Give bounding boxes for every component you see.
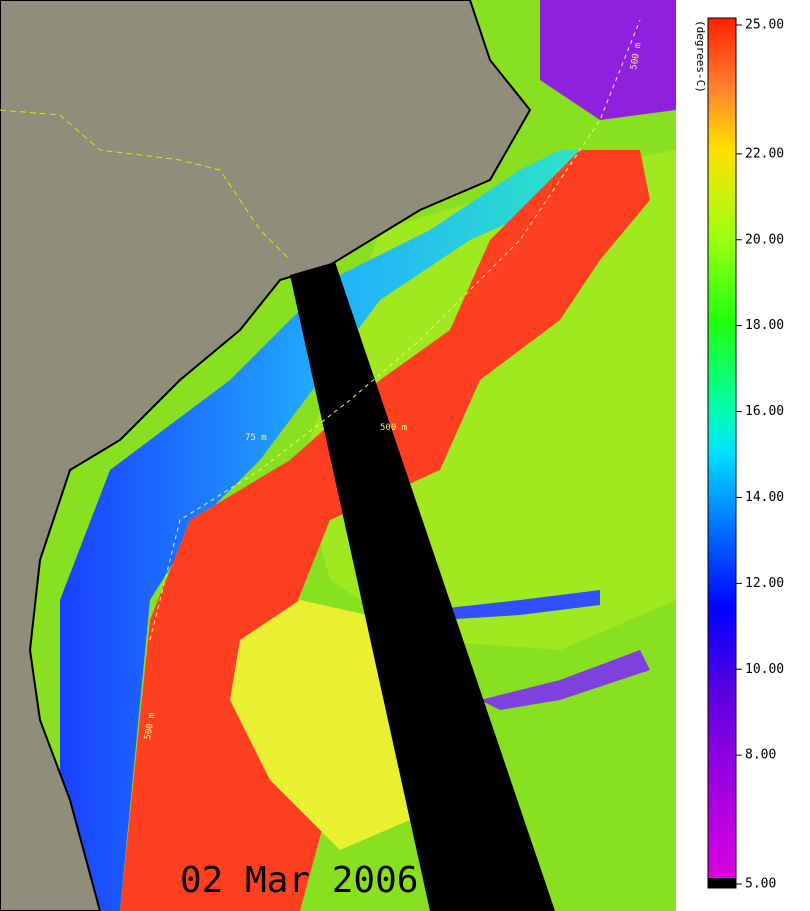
contour-label: 500 m	[380, 423, 407, 433]
colorbar-tick-label: 18.00	[745, 318, 784, 333]
cold-filament	[430, 590, 600, 620]
colorbar-gradient	[707, 17, 737, 889]
cold-filament	[480, 650, 650, 710]
contour-label: 500 m	[629, 42, 644, 70]
colorbar-tick-label: 8.00	[745, 748, 776, 763]
state-border	[0, 109, 291, 261]
colorbar-title: (degrees-C)	[694, 20, 707, 93]
colorbar-below-range	[708, 878, 736, 888]
isobath	[149, 19, 641, 641]
map: 75 m 500 m 500 m 500 m 02 Mar 2006	[0, 0, 676, 911]
colorbar-tick-label: 20.00	[745, 232, 784, 247]
contour-label: 75 m	[245, 433, 267, 443]
date-label: 02 Mar 2006	[180, 860, 418, 901]
colorbar-tick-label: 5.00	[745, 877, 776, 892]
warm-eddy	[230, 600, 420, 850]
colorbar-tick-label: 10.00	[745, 662, 784, 677]
colorbar-tick-label: 22.00	[745, 146, 784, 161]
colorbar-tick-label: 16.00	[745, 404, 784, 419]
no-data-swath	[290, 262, 555, 911]
colorbar-tick-label: 12.00	[745, 576, 784, 591]
cold-shelf-water	[540, 0, 676, 120]
contour-label: 500 m	[143, 712, 158, 740]
colorbar: (degrees-C) 25.00 22.00 20.00 18.00 16.00 14.…	[694, 17, 784, 892]
colorbar-tick-label: 14.00	[745, 490, 784, 505]
colorbar-tick-label: 25.00	[745, 18, 784, 33]
land	[0, 0, 532, 911]
